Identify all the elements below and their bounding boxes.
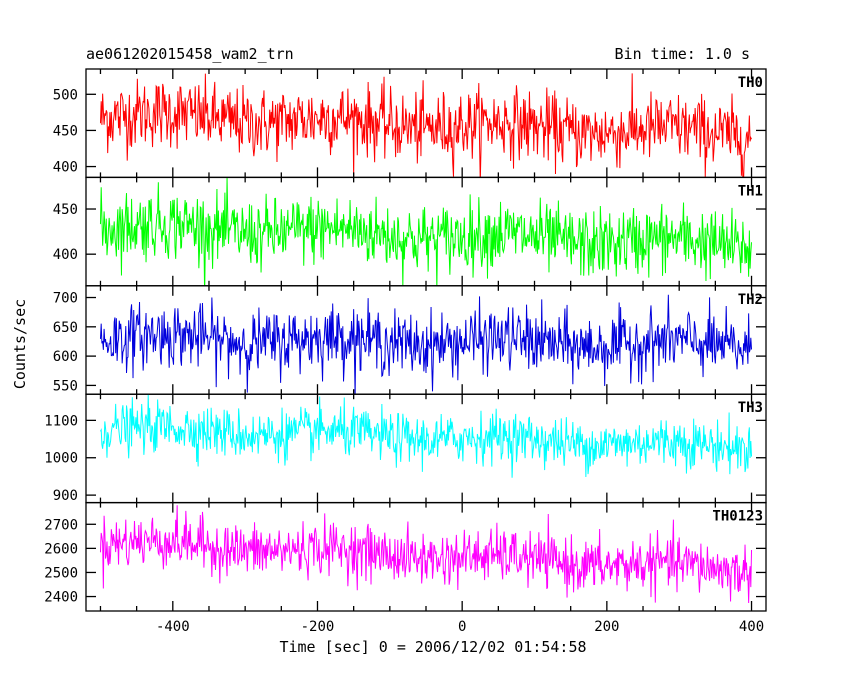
y-axis-label: Counts/sec [11,298,29,390]
x-tick-label: 200 [594,619,619,635]
y-tick-label: 2500 [44,565,78,581]
y-tick-label: 450 [53,202,78,218]
channel-label: TH0123 [712,509,763,525]
x-tick-label: 400 [739,619,764,635]
y-tick-label: 400 [53,160,78,176]
y-tick-label: 400 [53,247,78,263]
y-tick-label: 2700 [44,517,78,533]
x-tick-label: -400 [156,619,190,635]
x-axis-label: Time [sec] 0 = 2006/12/02 01:54:58 [279,638,587,656]
y-tick-label: 450 [53,123,78,139]
panel-th2: 550 600 650 700 TH2 [53,285,767,395]
y-tick-label: 500 [53,87,78,103]
y-tick-label: 1100 [44,413,78,429]
y-tick-label: 550 [53,378,78,394]
panel-th3: 900 1000 1100 TH3 [44,393,767,504]
channel-label: TH0 [738,75,763,91]
channel-label: TH2 [738,292,763,308]
channel-label: TH1 [738,183,763,199]
series-line-th0123 [99,505,753,603]
x-tick-label: -200 [301,619,335,635]
x-tick-label: 0 [458,619,466,635]
bin-time-label: Bin time: 1.0 s [614,45,750,63]
channel-label: TH3 [738,400,763,416]
series-line-th1 [99,177,753,286]
series-line-th2 [99,294,753,395]
plot-title: ae061202015458_wam2_trn [86,45,294,63]
panel-frame [85,501,767,612]
panel-th0123: 2400 2500 2600 2700 TH0123 -400 -200 0 200 400 [44,501,767,635]
y-tick-label: 900 [53,488,78,504]
panel-th0: 400 450 500 TH0 [53,68,767,179]
series-line-th0 [99,73,752,178]
y-tick-label: 650 [53,320,78,336]
y-tick-label: 2600 [44,541,78,557]
y-tick-label: 700 [53,291,78,307]
y-tick-label: 1000 [44,451,78,467]
y-tick-label: 2400 [44,590,78,606]
panel-th1: 400 450 TH1 [53,176,767,287]
series-line-th3 [100,394,753,478]
y-tick-label: 600 [53,349,78,365]
